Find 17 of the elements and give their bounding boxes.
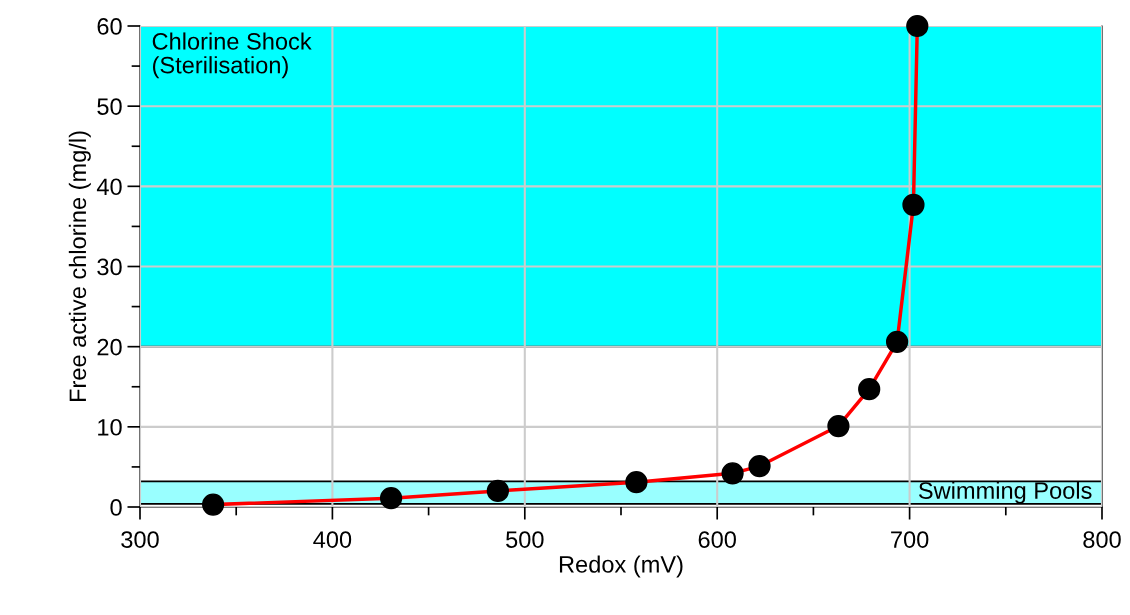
x-tick-label: 600 <box>698 531 736 548</box>
x-tick-label: 800 <box>1083 531 1121 548</box>
y-tick-label: 40 <box>96 178 122 196</box>
x-tick-label: 500 <box>506 531 544 548</box>
x-tick-label: 700 <box>891 531 929 548</box>
y-tick-label: 30 <box>97 258 122 276</box>
band-label: Swimming Pools <box>918 481 1092 504</box>
y-tick-label: 10 <box>98 418 122 436</box>
y-tick-label: 0 <box>110 499 122 516</box>
x-tick-label: 300 <box>121 531 159 548</box>
band-label: Chlorine Shock (Sterilisation) <box>152 32 312 79</box>
y-tick-label: 60 <box>97 18 122 35</box>
y-tick-label: 20 <box>97 338 122 356</box>
y-axis-title: Free active chlorine (mg/l) <box>68 131 91 402</box>
x-axis-title: Redox (mV) <box>559 555 683 578</box>
x-tick-label: 400 <box>313 531 352 548</box>
y-tick-label: 50 <box>97 98 122 115</box>
